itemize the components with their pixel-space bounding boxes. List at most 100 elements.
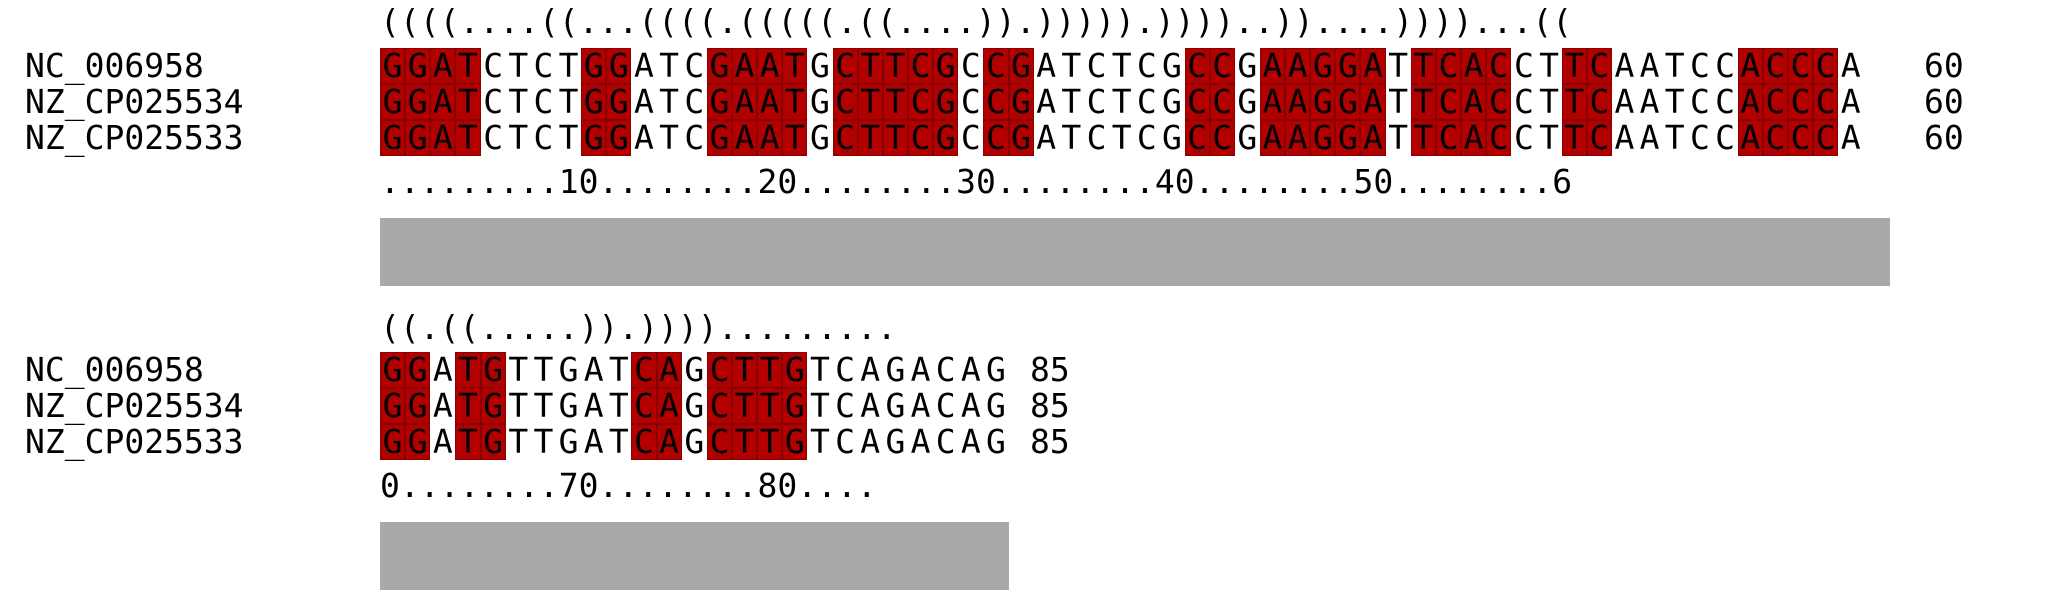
nucleotide: T: [882, 84, 908, 120]
nucleotide: A: [432, 386, 453, 425]
nucleotide: C: [631, 424, 657, 460]
nucleotide: C: [1209, 48, 1235, 84]
nucleotide: G: [1335, 84, 1361, 120]
nucleotide: G: [782, 424, 808, 460]
nucleotide: C: [935, 350, 956, 389]
nucleotide: C: [1136, 82, 1157, 121]
nucleotide: T: [782, 48, 808, 84]
nucleotide: A: [583, 422, 604, 461]
nucleotide: T: [810, 350, 830, 389]
nucleotide: A: [1036, 46, 1057, 85]
nucleotide: C: [684, 82, 705, 121]
nucleotide: G: [480, 352, 506, 388]
nucleotide: C: [631, 352, 657, 388]
nucleotide: A: [860, 386, 881, 425]
nucleotide: G: [810, 46, 830, 85]
nucleotide: T: [1664, 82, 1685, 121]
nucleotide: T: [558, 82, 579, 121]
nucleotide: C: [1813, 120, 1839, 156]
nucleotide: C: [1715, 82, 1735, 121]
nucleotide: A: [1461, 48, 1487, 84]
nucleotide: C: [832, 84, 858, 120]
nucleotide: T: [1111, 82, 1132, 121]
nucleotide: A: [1614, 118, 1635, 157]
nucleotide: C: [1762, 120, 1788, 156]
nucleotide: A: [1360, 120, 1386, 156]
nucleotide: T: [731, 352, 758, 388]
sequence-end-position: 85: [1030, 422, 1070, 461]
nucleotide: C: [1787, 48, 1814, 84]
nucleotide: A: [430, 48, 456, 84]
position-ruler: 0........70........80....: [380, 466, 877, 505]
nucleotide: T: [508, 82, 529, 121]
sequence-end-position: 60: [1924, 82, 1964, 121]
nucleotide: T: [1539, 118, 1559, 157]
sequence-name: NZ_CP025534: [25, 82, 244, 121]
nucleotide: C: [835, 350, 856, 389]
nucleotide: C: [1486, 48, 1512, 84]
nucleotide: G: [405, 84, 431, 120]
nucleotide: G: [380, 424, 406, 460]
nucleotide: T: [508, 118, 529, 157]
nucleotide: G: [581, 84, 607, 120]
nucleotide: G: [558, 350, 579, 389]
conservation-bar: [380, 522, 1009, 590]
nucleotide: G: [1310, 84, 1336, 120]
nucleotide: C: [1435, 48, 1462, 84]
nucleotide: C: [835, 386, 856, 425]
nucleotide: G: [1161, 118, 1182, 157]
nucleotide: T: [1111, 118, 1132, 157]
nucleotide: G: [405, 352, 431, 388]
nucleotide: T: [1410, 120, 1436, 156]
nucleotide: C: [1086, 46, 1107, 85]
nucleotide: G: [581, 120, 607, 156]
nucleotide: A: [1461, 120, 1487, 156]
nucleotide: A: [910, 386, 931, 425]
nucleotide: C: [1689, 118, 1710, 157]
nucleotide: A: [1259, 84, 1286, 120]
nucleotide: C: [1762, 48, 1788, 84]
nucleotide: T: [455, 48, 481, 84]
nucleotide: C: [1209, 120, 1235, 156]
nucleotide: G: [933, 48, 959, 84]
nucleotide: C: [1689, 82, 1710, 121]
nucleotide: T: [1539, 46, 1559, 85]
nucleotide: T: [731, 388, 758, 424]
nucleotide: T: [782, 120, 808, 156]
nucleotide: A: [583, 350, 604, 389]
nucleotide: G: [1310, 120, 1336, 156]
nucleotide: G: [606, 48, 632, 84]
nucleotide: C: [907, 48, 934, 84]
nucleotide: A: [634, 46, 654, 85]
nucleotide: T: [608, 422, 629, 461]
nucleotide: T: [508, 422, 529, 461]
nucleotide: C: [1435, 84, 1462, 120]
sequence-name: NZ_CP025533: [25, 422, 244, 461]
nucleotide: G: [1310, 48, 1336, 84]
position-ruler: .........10........20........30........4…: [380, 162, 1573, 201]
nucleotide: A: [1639, 46, 1660, 85]
nucleotide: C: [960, 46, 981, 85]
nucleotide: C: [483, 82, 504, 121]
sequence-name: NZ_CP025533: [25, 118, 244, 157]
nucleotide: G: [684, 422, 705, 461]
nucleotide: T: [659, 118, 680, 157]
nucleotide: C: [907, 120, 934, 156]
nucleotide: T: [455, 352, 481, 388]
nucleotide: C: [1435, 120, 1462, 156]
sequence-end-position: 60: [1924, 118, 1964, 157]
nucleotide: T: [757, 352, 783, 388]
nucleotide: T: [659, 46, 680, 85]
nucleotide: A: [1461, 84, 1487, 120]
nucleotide: A: [960, 350, 981, 389]
nucleotide: C: [907, 84, 934, 120]
nucleotide: G: [684, 386, 705, 425]
conservation-bar: [380, 218, 1890, 286]
nucleotide: T: [882, 48, 908, 84]
nucleotide: C: [960, 82, 981, 121]
nucleotide: G: [380, 388, 406, 424]
nucleotide: A: [1614, 82, 1635, 121]
